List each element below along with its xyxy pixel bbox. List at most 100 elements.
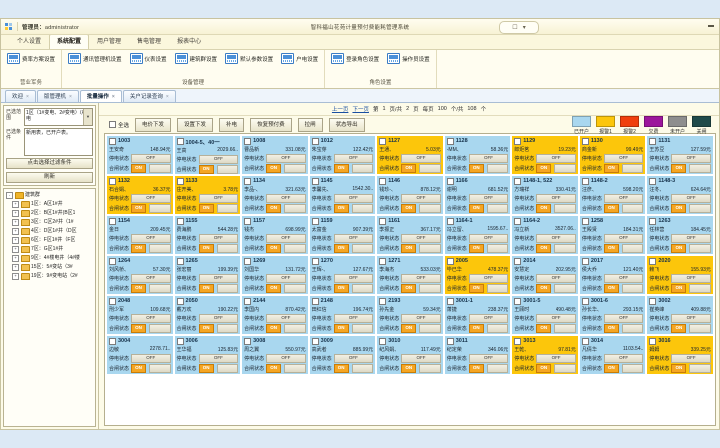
meter-card[interactable]: 1164-1 冯立留、 1595.67.. 停电状态 OFF 合闸状态 ON bbox=[443, 215, 512, 255]
meter-card[interactable]: 1004-5、40一 王高 2029.66.. 停电状态 OFF 合闸状态 ON bbox=[173, 135, 242, 175]
expand-icon[interactable]: + bbox=[12, 228, 19, 235]
meter-card[interactable]: 2005 毕已华 478.37元 停电状态 OFF 合闸状态 ON bbox=[443, 255, 512, 295]
tree-node-zone-7[interactable]: + 7区：G区1#井 bbox=[5, 245, 94, 254]
prev-page-link[interactable]: 上一页 bbox=[331, 107, 349, 113]
tree-node-zone-6[interactable]: + 6区：F区1#井（F区 bbox=[5, 236, 94, 245]
card-checkbox[interactable] bbox=[446, 337, 454, 345]
tree-node-zone-9[interactable]: + 9区：4#楼电井（4#楼 bbox=[5, 254, 94, 263]
close-icon[interactable]: × bbox=[111, 93, 115, 100]
meter-card[interactable]: 3010 纪风娟、 117.49元 停电状态 OFF 合闸状态 ON bbox=[376, 335, 444, 375]
issue-settings-button[interactable]: 设置下发 bbox=[177, 117, 214, 132]
card-checkbox[interactable] bbox=[379, 177, 387, 185]
export-status-button[interactable]: 状态导出 bbox=[328, 117, 365, 132]
meter-card[interactable]: 2050 戴万欢 190.22元 停电状态 OFF 合闸状态 ON bbox=[173, 295, 242, 335]
card-checkbox[interactable] bbox=[176, 337, 184, 345]
trip-switch-button[interactable]: 拉闸 bbox=[297, 117, 323, 132]
meter-card[interactable]: 1263 任林营 184.45元 停电状态 OFF 合闸状态 ON bbox=[646, 215, 714, 255]
select-filter-button[interactable]: 点击选择过滤条件 bbox=[6, 158, 93, 169]
card-checkbox[interactable] bbox=[176, 177, 184, 185]
menu-tab-system-config[interactable]: 系统配置 bbox=[49, 34, 90, 49]
checkbox-icon[interactable] bbox=[109, 121, 116, 128]
ribbon-item-operator[interactable]: 操作员设置 bbox=[383, 52, 434, 65]
meter-card[interactable]: 2014 安慧定 202.95元 停电状态 OFF 合闸状态 ON bbox=[511, 255, 579, 295]
card-checkbox[interactable] bbox=[109, 297, 116, 305]
meter-card[interactable]: 1166 谢明 681.52元 停电状态 OFF 合闸状态 ON bbox=[443, 175, 512, 215]
doc-tab-version-manager[interactable]: 版管理机 × bbox=[36, 90, 79, 102]
card-checkbox[interactable] bbox=[176, 257, 184, 265]
refresh-button[interactable]: 刷新 bbox=[6, 172, 93, 183]
card-checkbox[interactable] bbox=[244, 177, 252, 185]
expand-icon[interactable]: + bbox=[12, 219, 19, 226]
meter-card[interactable]: 1134 李品-、 321.63元 停电状态 OFF 合闸状态 ON bbox=[241, 175, 309, 215]
meter-card[interactable]: 1164-2 冯立新 3527.06.. 停电状态 OFF 合闸状态 ON bbox=[511, 215, 579, 255]
card-checkbox[interactable] bbox=[244, 337, 252, 345]
card-checkbox[interactable] bbox=[581, 337, 589, 345]
meter-card[interactable]: 1159 太富金 907.39元 停电状态 OFF 合闸状态 ON bbox=[308, 215, 377, 255]
meter-card[interactable]: 1148-1, 522 方瑞祥 330.41元 停电状态 OFF 合闸状态 ON bbox=[511, 175, 579, 215]
meter-card[interactable]: 3011 纪定荣 346.06元 停电状态 OFF 合闸状态 ON bbox=[443, 335, 512, 375]
meter-card[interactable]: 1128 -MM、 58.36元 停电状态 OFF 合闸状态 ON bbox=[443, 135, 512, 175]
menu-tab-reports[interactable]: 报表中心 bbox=[177, 39, 202, 45]
expand-icon[interactable]: + bbox=[12, 246, 19, 253]
meter-card[interactable]: 2193 孙先金 59.34元 停电状态 OFF 合闸状态 ON bbox=[376, 295, 444, 335]
card-checkbox[interactable] bbox=[514, 337, 522, 345]
tree-node-zone-1[interactable]: + 1区：A区1#井 bbox=[5, 200, 94, 209]
doc-tab-welcome[interactable]: 欢迎 × bbox=[5, 90, 36, 102]
ribbon-item-meter-settings[interactable]: 仪表设置 bbox=[126, 52, 171, 65]
tree-node-zone-19[interactable]: + 19区：9#变电站（2# bbox=[5, 272, 94, 281]
card-checkbox[interactable] bbox=[649, 137, 657, 145]
card-checkbox[interactable] bbox=[311, 257, 319, 265]
tree-root-node[interactable]: - 建筑群 bbox=[5, 191, 94, 200]
card-checkbox[interactable] bbox=[311, 137, 319, 145]
meter-card[interactable]: 3001-5 王顾时 490.48元 停电状态 OFF 合闸状态 ON bbox=[511, 295, 579, 335]
meter-card[interactable]: 1146 钱珍-、 878.12元 停电状态 OFF 合闸状态 ON bbox=[376, 175, 444, 215]
restore-icon[interactable]: ☐ bbox=[512, 24, 518, 31]
meter-card[interactable]: 1161 李振正 367.17元 停电状态 OFF 合闸状态 ON bbox=[376, 215, 444, 255]
meter-card[interactable]: 1130 商金新 99.49元 停电状态 OFF 合闸状态 ON bbox=[578, 135, 647, 175]
meter-card[interactable]: 1133 庄开美、 3.78元 停电状态 OFF 合闸状态 ON bbox=[173, 175, 242, 215]
card-checkbox[interactable] bbox=[176, 297, 184, 305]
ribbon-item-comm-manager[interactable]: 通讯管理机设置 bbox=[64, 52, 126, 65]
card-checkbox[interactable] bbox=[244, 297, 252, 305]
close-icon[interactable]: × bbox=[68, 93, 72, 100]
card-checkbox[interactable] bbox=[176, 217, 184, 225]
card-checkbox[interactable] bbox=[379, 217, 387, 225]
chevron-down-icon[interactable]: ▼ bbox=[83, 109, 92, 125]
card-checkbox[interactable] bbox=[649, 257, 657, 265]
selected-range-select[interactable]: 1区（1#变电、2#变电）/户电 ▼ bbox=[24, 108, 93, 126]
ribbon-item-login-role[interactable]: 登录角色设置 bbox=[327, 52, 383, 65]
minimize-icon[interactable] bbox=[708, 25, 714, 27]
card-checkbox[interactable] bbox=[244, 257, 252, 265]
expand-icon[interactable]: + bbox=[12, 264, 19, 271]
card-checkbox[interactable] bbox=[649, 177, 657, 185]
meter-card[interactable]: 2144 李国内 870.42元 停电状态 OFF 合闸状态 ON bbox=[241, 295, 309, 335]
meter-card[interactable]: 3001-6 孙长华、 293.15元 停电状态 OFF 合闸状态 ON bbox=[578, 295, 647, 335]
meter-card[interactable]: 1157 钱杰 698.99元 停电状态 OFF 合闸状态 ON bbox=[241, 215, 309, 255]
close-icon[interactable]: × bbox=[26, 93, 29, 100]
meter-card[interactable]: 1008 曹品新 331.08元 停电状态 OFF 合闸状态 ON bbox=[241, 135, 309, 175]
card-checkbox[interactable] bbox=[446, 177, 454, 185]
doc-tab-batch-operation[interactable]: 批量操作 × bbox=[79, 90, 122, 102]
meter-card[interactable]: 3006 王华福 125.83元 停电状态 OFF 合闸状态 ON bbox=[173, 335, 242, 375]
meter-card[interactable]: 1269 刘国华 131.72元 停电状态 OFF 合闸状态 ON bbox=[241, 255, 309, 295]
card-checkbox[interactable] bbox=[109, 137, 116, 145]
card-checkbox[interactable] bbox=[581, 137, 589, 145]
card-checkbox[interactable] bbox=[649, 297, 657, 305]
meter-card[interactable]: 3008 周之翼 550.97元 停电状态 OFF 合闸状态 ON bbox=[241, 335, 309, 375]
meter-card[interactable]: 1148-3 汪冬、 624.64元 停电状态 OFF 合闸状态 ON bbox=[646, 175, 714, 215]
card-checkbox[interactable] bbox=[514, 297, 522, 305]
card-checkbox[interactable] bbox=[311, 177, 319, 185]
card-checkbox[interactable] bbox=[109, 177, 116, 185]
issue-price-button[interactable]: 电价下发 bbox=[135, 117, 172, 132]
meter-card[interactable]: 2017 侯大乔 121.40元 停电状态 OFF 合闸状态 ON bbox=[578, 255, 647, 295]
menu-tab-user-management[interactable]: 用户管理 bbox=[97, 39, 122, 45]
chevron-down-icon[interactable]: ▾ bbox=[522, 24, 526, 31]
doc-tab-close-account-query[interactable]: 关户记录查询 × bbox=[122, 90, 176, 102]
card-checkbox[interactable] bbox=[109, 257, 116, 265]
menu-tab-personal[interactable]: 个人设置 bbox=[17, 39, 42, 45]
menu-tab-power-sales[interactable]: 售电管理 bbox=[137, 39, 162, 45]
expand-icon[interactable]: + bbox=[12, 273, 19, 280]
meter-card[interactable]: 1154 金日 209.45元 停电状态 OFF 合闸状态 ON bbox=[106, 215, 174, 255]
card-checkbox[interactable] bbox=[244, 217, 252, 225]
card-checkbox[interactable] bbox=[379, 257, 387, 265]
